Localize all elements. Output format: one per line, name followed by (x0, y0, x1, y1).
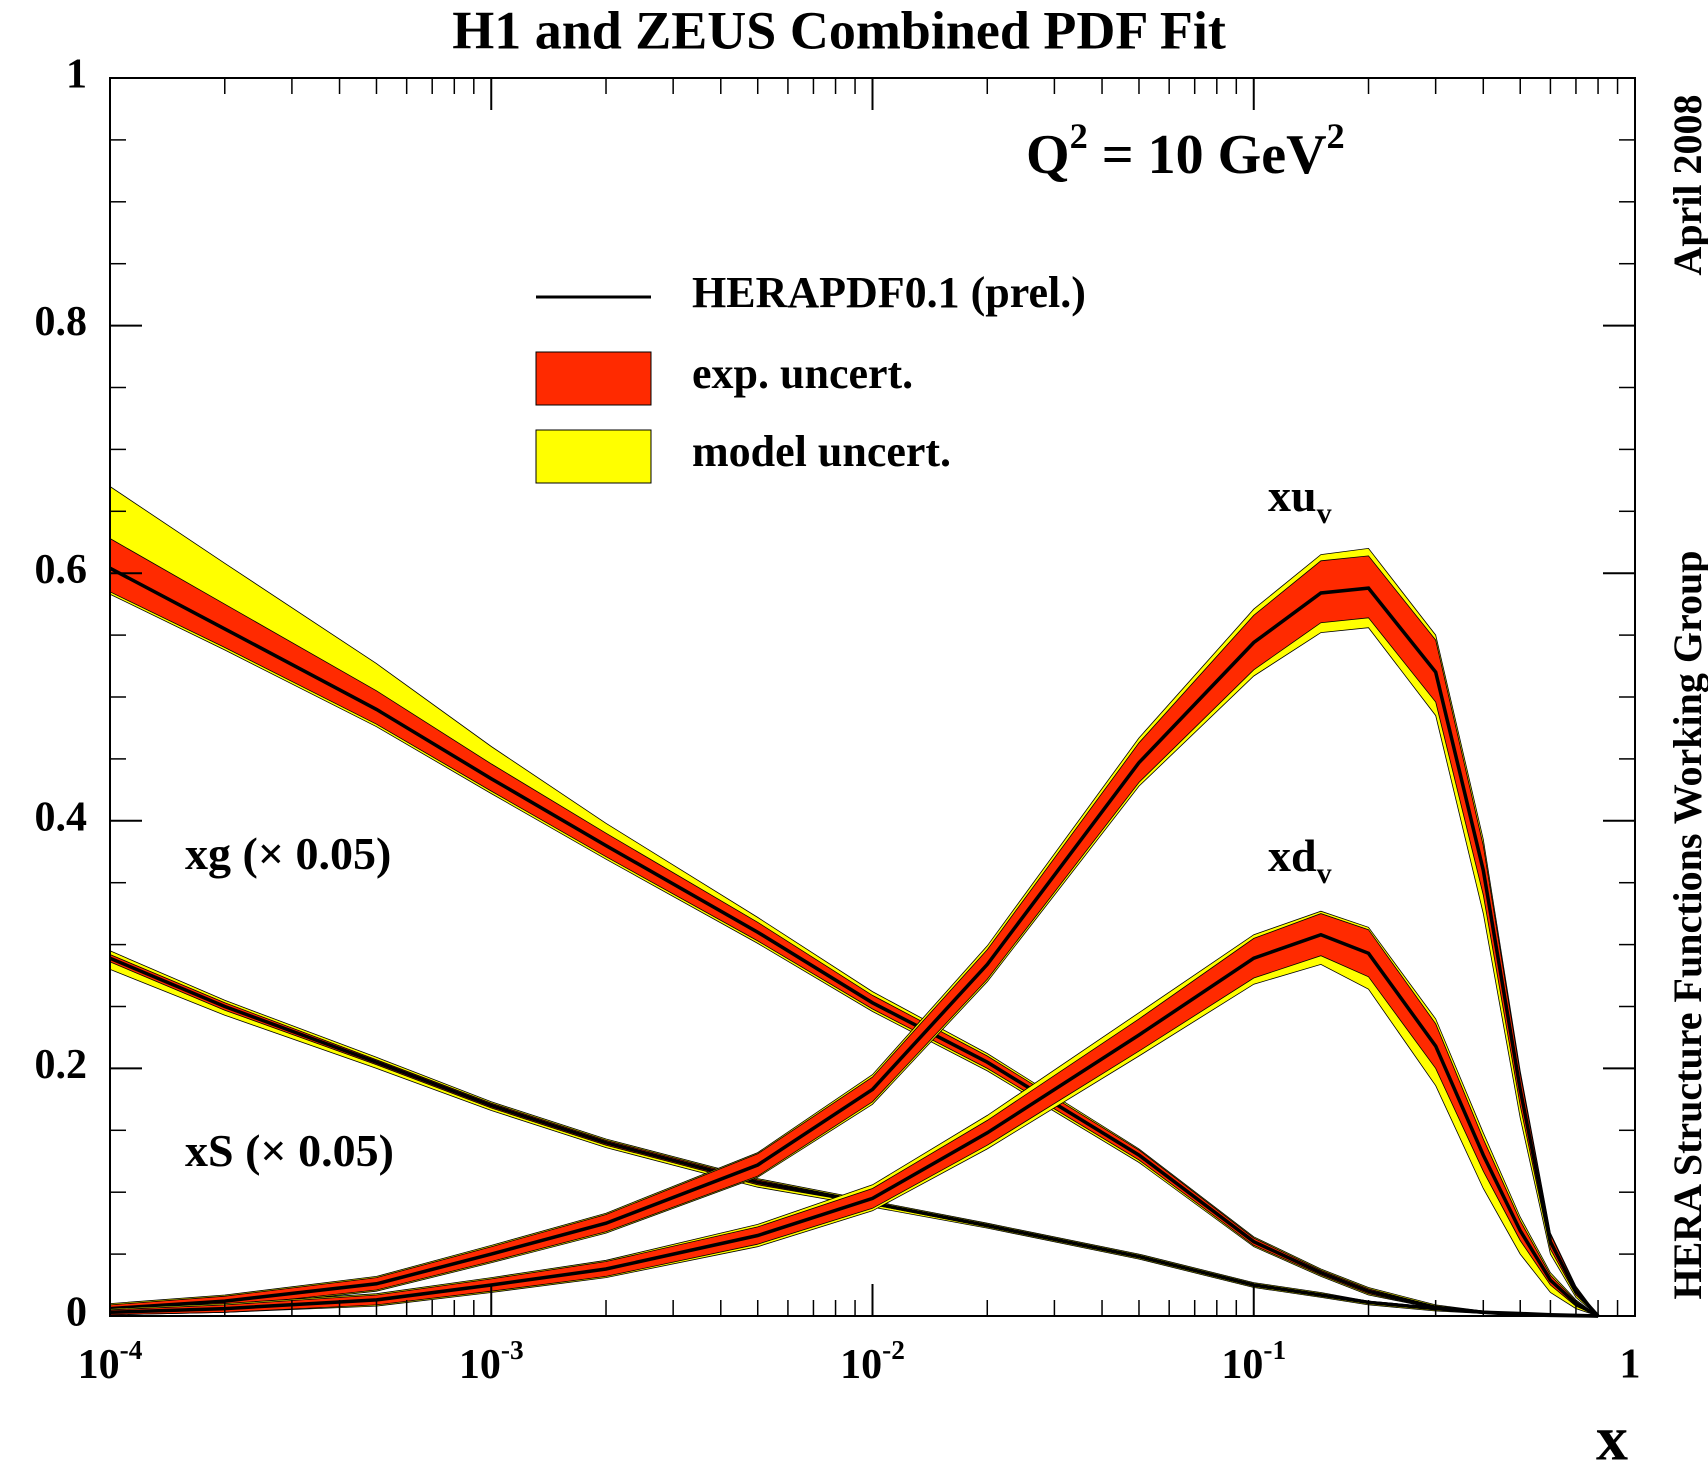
central-line (109, 586, 1600, 1318)
chart-title: H1 and ZEUS Combined PDF Fit (452, 0, 1226, 60)
central-line (109, 932, 1599, 1318)
y-tick-label: 0.2 (35, 1042, 88, 1088)
q2-annotation-part: 2 (1070, 116, 1088, 156)
legend-label: HERAPDF0.1 (prel.) (692, 268, 1086, 317)
x-tick-label: 10-1 (1221, 1335, 1286, 1387)
x-tick-label: 10-2 (840, 1335, 905, 1387)
x-tick-exponent: -4 (120, 1335, 143, 1365)
series-label-part: xu (1268, 470, 1317, 521)
x-tick-base: 10 (840, 1342, 882, 1388)
series-label-part: xg (× 0.05) (185, 828, 391, 879)
series-label-part: xS (× 0.05) (185, 1125, 394, 1176)
series-label-part: v (1317, 497, 1332, 530)
y-tick-label: 1 (66, 52, 87, 98)
legend-exp-swatch (535, 351, 652, 406)
series-label-part: xd (1268, 830, 1317, 881)
x-tick-base: 10 (78, 1342, 120, 1388)
q2-annotation: Q2 = 10 GeV2 (1026, 116, 1345, 186)
x-tick-label: 10-4 (78, 1335, 143, 1387)
series-label: xdv (1268, 830, 1332, 891)
x-tick-exponent: -2 (882, 1335, 905, 1365)
series-label: xuv (1268, 470, 1332, 531)
x-tick-exponent: -1 (1263, 1335, 1286, 1365)
x-tick-label: 1 (1620, 1342, 1641, 1388)
model-band (109, 910, 1599, 1317)
x-tick-base: 10 (1221, 1342, 1263, 1388)
model-band (109, 547, 1599, 1317)
y-tick-label: 0.4 (35, 794, 88, 840)
series-label: xS (× 0.05) (185, 1125, 394, 1176)
q2-annotation-part: Q (1026, 124, 1070, 186)
q2-annotation-part: 2 (1327, 116, 1345, 156)
y-tick-label: 0 (66, 1290, 87, 1336)
y-tick-label: 0.8 (35, 299, 88, 345)
x-tick-exponent: -3 (501, 1335, 524, 1365)
date-label: April 2008 (1665, 94, 1708, 275)
series-label-part: v (1317, 857, 1332, 890)
q2-annotation-part: = 10 GeV (1088, 124, 1327, 186)
legend-model-swatch (535, 429, 652, 484)
y-tick-label: 0.6 (35, 547, 88, 593)
group-label: HERA Structure Functions Working Group (1665, 550, 1708, 1299)
series-label: xg (× 0.05) (185, 828, 391, 879)
legend-label: model uncert. (692, 427, 951, 476)
legend-label: exp. uncert. (692, 349, 913, 398)
x-axis-label: x (1596, 1403, 1628, 1472)
central-line (109, 956, 1599, 1318)
x-tick-label: 10-3 (459, 1335, 524, 1387)
x-tick-base: 10 (459, 1342, 501, 1388)
